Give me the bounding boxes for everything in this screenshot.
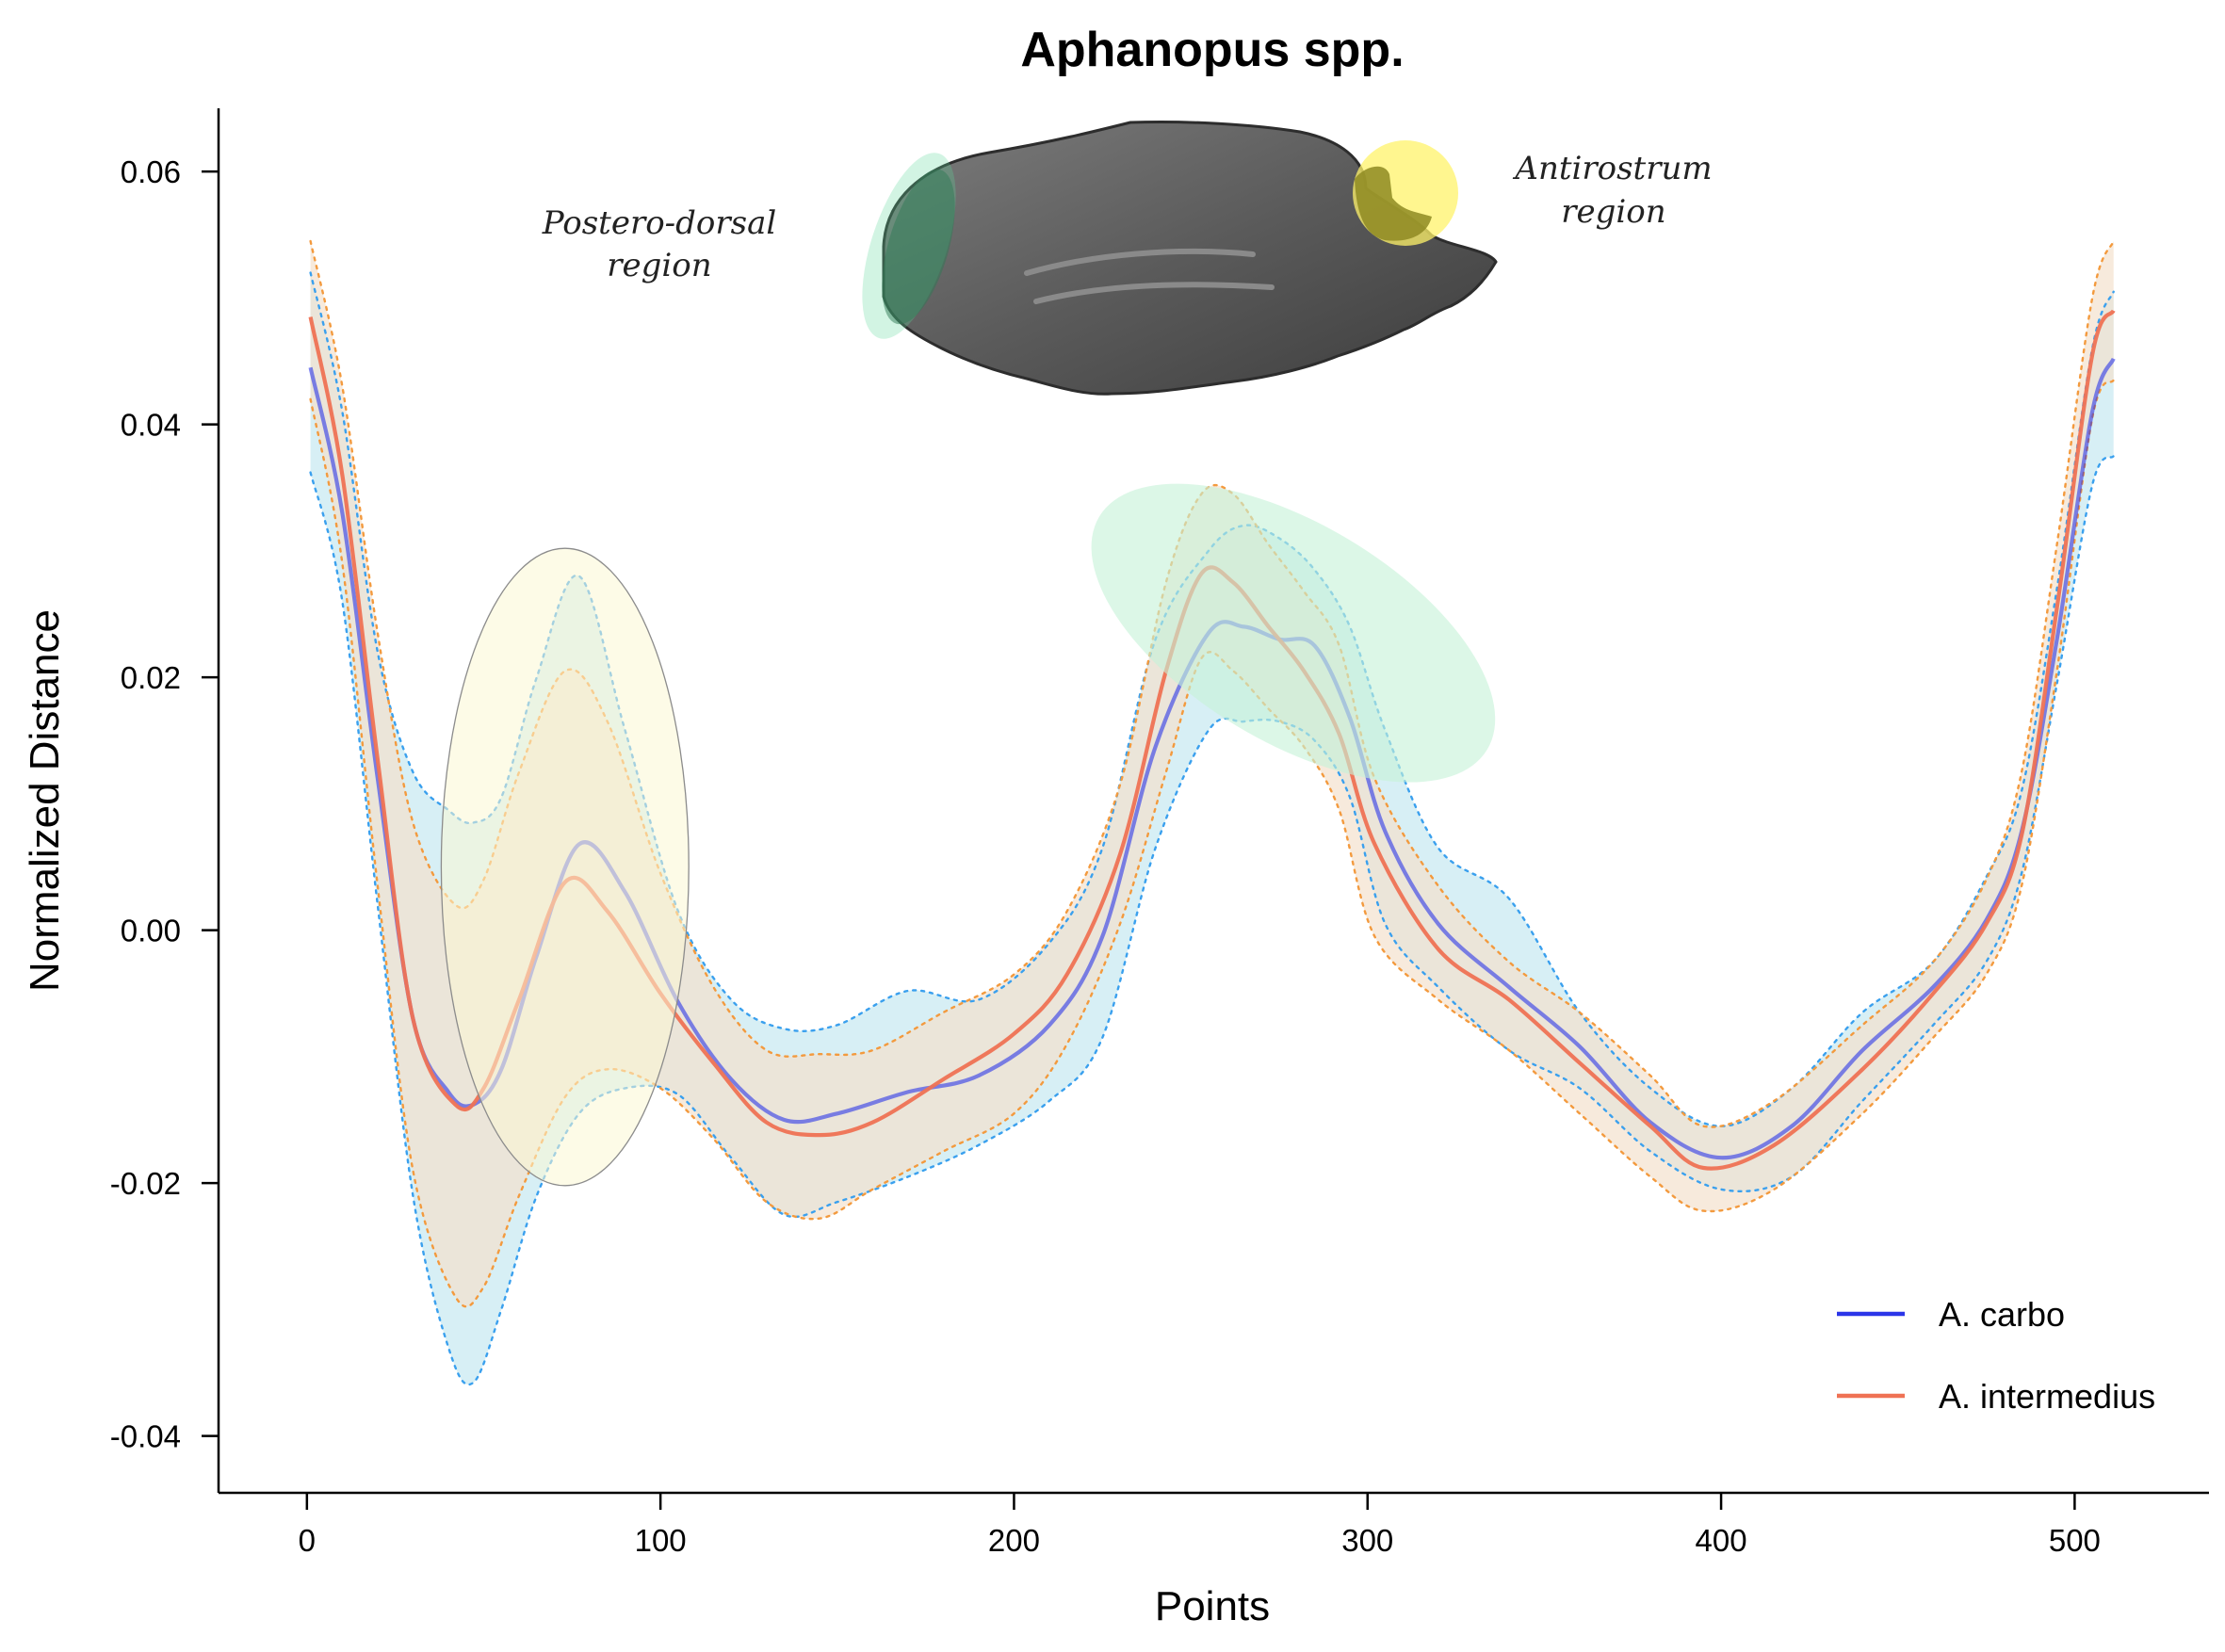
chart-title: Aphanopus spp. [1020, 23, 1404, 77]
legend-label-a-carbo: A. carbo [1939, 1295, 2065, 1334]
x-tick-label: 200 [988, 1523, 1040, 1558]
ribbon-a-intermedius [310, 241, 2114, 1307]
y-ticks: -0.04 -0.02 0.00 0.02 0.04 0.06 [110, 154, 219, 1454]
axes [217, 108, 2209, 1495]
annotation-antirostrum-line1: Antirostrum [1512, 150, 1712, 187]
x-tick-label: 500 [2049, 1523, 2101, 1558]
legend-label-a-intermedius: A. intermedius [1939, 1377, 2155, 1416]
x-tick-label: 300 [1341, 1523, 1393, 1558]
mid-region-highlight [1091, 483, 1496, 783]
y-tick-label: -0.02 [110, 1166, 181, 1201]
annotation-postero-dorsal-line1: Postero-dorsal [542, 204, 777, 242]
y-tick-label: 0.06 [121, 154, 181, 189]
otolith-image [862, 121, 1498, 396]
y-axis-label: Normalized Distance [22, 609, 68, 992]
x-tick-label: 100 [635, 1523, 687, 1558]
y-tick-label: 0.04 [121, 408, 181, 443]
x-ticks: 0 100 200 300 400 500 [299, 1493, 2101, 1558]
postero-dorsal-highlight [440, 547, 690, 1187]
otolith-shape [882, 121, 1498, 396]
x-tick-label: 400 [1696, 1523, 1747, 1558]
y-tick-label: 0.02 [121, 660, 181, 695]
annotation-antirostrum-line2: region [1561, 193, 1665, 231]
y-tick-label: -0.04 [110, 1419, 181, 1454]
legend: A. carbo A. intermedius [1837, 1295, 2155, 1416]
postero-dorsal-green-spot-inner [882, 169, 955, 325]
lower-bound-a-carbo [309, 455, 2115, 1386]
y-tick-label: 0.00 [121, 914, 181, 948]
x-axis-label: Points [1155, 1583, 1270, 1629]
overlay-layer [440, 483, 1496, 1187]
antirostrum-notch [1355, 166, 1432, 241]
otolith-sulcus [1024, 248, 1275, 304]
x-tick-label: 0 [299, 1523, 316, 1558]
lower-bound-a-intermedius [309, 379, 2115, 1308]
annotation-postero-dorsal-line2: region [607, 247, 711, 284]
